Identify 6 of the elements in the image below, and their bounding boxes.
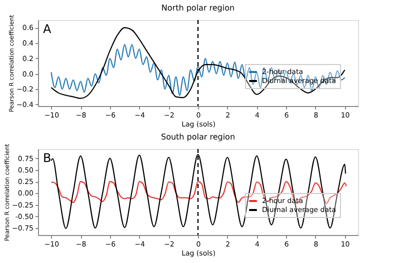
annotation: B: [43, 151, 52, 165]
line-series: [50, 180, 347, 204]
chart-title: North polar region: [161, 3, 235, 12]
chart-title: South polar region: [160, 132, 236, 142]
annotation: A: [43, 22, 52, 36]
line-series: [50, 44, 346, 96]
